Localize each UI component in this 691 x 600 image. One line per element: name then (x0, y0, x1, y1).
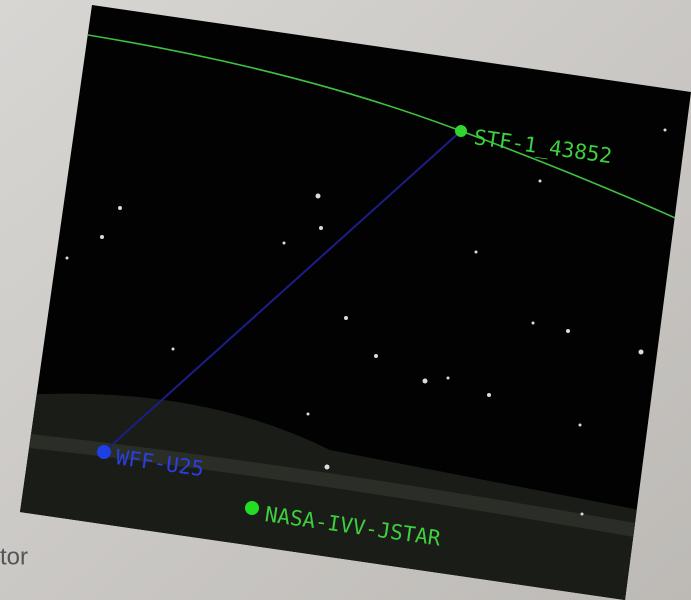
orbit-path (87, 34, 691, 226)
satellite-marker (455, 125, 467, 137)
ground-station-marker (97, 445, 111, 459)
ground-station-marker (245, 501, 259, 515)
background-text: tor (0, 543, 28, 570)
access-link (103, 130, 462, 453)
stars (65, 128, 667, 516)
